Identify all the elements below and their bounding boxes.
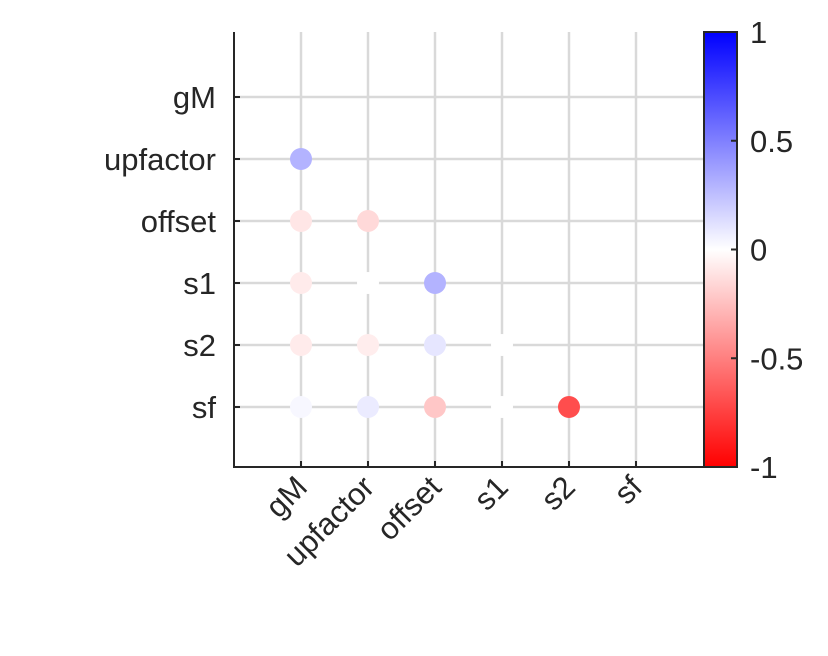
correlation-dot — [491, 396, 513, 418]
correlation-dot — [290, 148, 312, 170]
y-tick-label: s1 — [183, 266, 216, 301]
correlation-dot — [357, 396, 379, 418]
correlation-dots — [290, 148, 580, 418]
correlation-dot — [290, 272, 312, 294]
correlation-dot — [357, 272, 379, 294]
colorbar-tick-label: -1 — [750, 450, 778, 485]
correlation-dot — [290, 334, 312, 356]
colorbar-tick-label: 1 — [750, 15, 767, 50]
correlation-dot — [424, 334, 446, 356]
plot-axes — [233, 32, 703, 468]
x-tick-label: gM — [259, 469, 314, 524]
correlation-dot — [424, 396, 446, 418]
x-tick-label: s2 — [534, 469, 582, 517]
colorbar-tick-label: 0.5 — [750, 124, 793, 159]
correlation-dot — [290, 396, 312, 418]
correlation-dot — [357, 210, 379, 232]
x-tick-label: s1 — [467, 469, 515, 517]
y-tick-label: sf — [192, 390, 217, 425]
x-tick-label: offset — [370, 469, 448, 547]
y-tick-label: s2 — [183, 328, 216, 363]
y-tick-label: gM — [173, 80, 216, 115]
y-tick-label: upfactor — [104, 142, 216, 177]
colorbar: 1 0.5 0 -0.5 -1 — [703, 15, 803, 485]
correlation-dot — [491, 334, 513, 356]
y-tick-labels: gM upfactor offset s1 s2 sf — [104, 80, 216, 425]
correlation-dot — [424, 272, 446, 294]
correlation-dot — [357, 334, 379, 356]
colorbar-tick-label: 0 — [750, 233, 767, 268]
correlation-dot — [558, 396, 580, 418]
y-tick-label: offset — [141, 204, 217, 239]
correlation-dot — [290, 210, 312, 232]
x-tick-label: sf — [607, 469, 649, 511]
grid-lines — [234, 32, 703, 467]
colorbar-tick-label: -0.5 — [750, 341, 803, 376]
